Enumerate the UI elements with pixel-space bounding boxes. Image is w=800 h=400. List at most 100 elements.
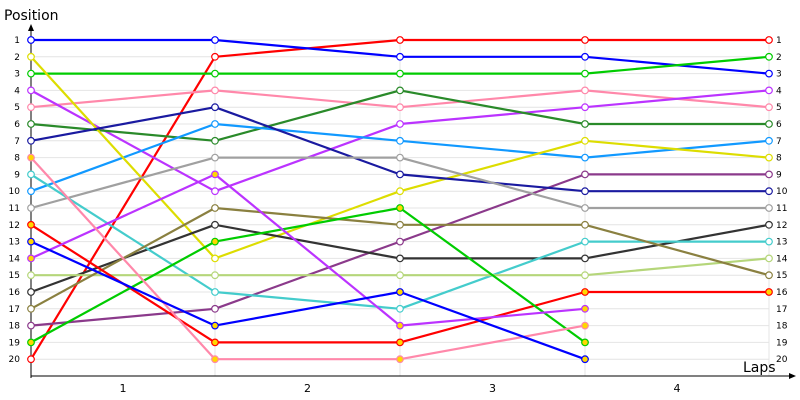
series-point-14 xyxy=(396,271,404,280)
series-point-9 xyxy=(396,237,404,246)
y-tick-label-right: 7 xyxy=(776,137,782,147)
series-point-12 xyxy=(581,254,589,263)
series-line-19 xyxy=(30,156,586,361)
series-point-9 xyxy=(581,170,589,179)
series-point-5 xyxy=(211,187,219,196)
series-point-3 xyxy=(396,69,404,78)
series-point-4 xyxy=(765,103,773,112)
series-point-17 xyxy=(396,204,404,212)
series-point-1 xyxy=(581,36,589,44)
y-tick-label-left: 13 xyxy=(9,238,20,248)
series-point-10 xyxy=(765,187,773,196)
y-tick-label-left: 2 xyxy=(14,53,20,63)
series-point-10 xyxy=(211,103,219,112)
series-point-17 xyxy=(581,338,589,347)
series-point-8 xyxy=(396,187,404,196)
x-axis-arrow xyxy=(789,373,796,379)
y-tick-label-right: 17 xyxy=(776,305,787,315)
y-tick-label-left: 9 xyxy=(14,170,20,180)
y-tick-label-right: 13 xyxy=(776,238,787,248)
series-point-15 xyxy=(27,304,35,313)
series-point-1 xyxy=(27,355,35,364)
series-point-4 xyxy=(27,103,35,112)
y-tick-label-left: 19 xyxy=(9,338,21,348)
y-tick-label-left: 18 xyxy=(9,322,21,332)
series-point-9 xyxy=(765,170,773,179)
y-tick-label-right: 3 xyxy=(776,70,782,80)
series-point-18 xyxy=(581,304,589,313)
y-tick-label-left: 14 xyxy=(9,254,21,264)
y-tick-label-right: 8 xyxy=(776,154,782,164)
series-line-17 xyxy=(30,206,586,344)
series-point-7 xyxy=(27,187,35,196)
series-point-3 xyxy=(581,69,589,78)
y-tick-label-left: 8 xyxy=(14,154,20,164)
series-point-9 xyxy=(211,304,219,313)
y-tick-label-right: 18 xyxy=(776,322,788,332)
series-point-1 xyxy=(396,36,404,44)
series-point-17 xyxy=(27,338,35,347)
series-point-4 xyxy=(396,103,404,112)
y-tick-label-right: 14 xyxy=(776,254,788,264)
series-point-10 xyxy=(581,187,589,196)
y-tick-label-left: 3 xyxy=(14,70,20,80)
y-axis-arrow xyxy=(28,24,34,31)
series-point-13 xyxy=(27,170,35,179)
y-tick-label-right: 9 xyxy=(776,170,782,180)
series-point-15 xyxy=(581,220,589,229)
series-line-18 xyxy=(30,173,586,327)
series-point-16 xyxy=(765,288,773,296)
series-point-12 xyxy=(396,254,404,263)
series-point-8 xyxy=(211,254,219,263)
series-point-13 xyxy=(396,304,404,313)
y-tick-label-left: 12 xyxy=(9,221,20,231)
y-tick-label-right: 10 xyxy=(776,187,788,197)
series-point-1 xyxy=(765,36,773,44)
y-tick-label-right: 19 xyxy=(776,338,788,348)
series-point-9 xyxy=(27,321,35,330)
axes: Position Laps xyxy=(4,8,796,379)
series-point-18 xyxy=(27,254,35,263)
series-point-5 xyxy=(765,86,773,95)
y-tick-label-right: 4 xyxy=(776,86,782,96)
y-tick-label-left: 17 xyxy=(9,305,20,315)
series-line-20 xyxy=(30,240,586,361)
series-point-14 xyxy=(211,271,219,280)
series-point-10 xyxy=(27,136,35,145)
series-point-13 xyxy=(211,288,219,296)
series-point-6 xyxy=(581,120,589,128)
series-point-17 xyxy=(211,237,219,246)
series-point-7 xyxy=(396,136,404,145)
series-point-2 xyxy=(27,36,35,44)
series-point-11 xyxy=(581,204,589,212)
y-tick-label-right: 15 xyxy=(776,271,787,281)
series-point-20 xyxy=(27,237,35,246)
series-point-5 xyxy=(396,120,404,128)
series-point-11 xyxy=(396,153,404,162)
series-point-15 xyxy=(396,220,404,229)
series-point-3 xyxy=(211,69,219,78)
series-point-7 xyxy=(211,120,219,128)
series-point-12 xyxy=(27,288,35,296)
series-point-6 xyxy=(211,136,219,145)
series-point-11 xyxy=(211,153,219,162)
series-point-16 xyxy=(581,288,589,296)
y-tick-label-left: 15 xyxy=(9,271,20,281)
y-tick-label-right: 16 xyxy=(776,288,788,298)
y-tick-label-left: 16 xyxy=(9,288,21,298)
y-tick-label-right: 11 xyxy=(776,204,787,214)
y-axis-title: Position xyxy=(4,8,59,24)
x-tick-label: 1 xyxy=(120,382,127,395)
y-tick-label-right: 6 xyxy=(776,120,782,130)
series-point-4 xyxy=(581,86,589,95)
series-point-2 xyxy=(396,52,404,61)
series-point-4 xyxy=(211,86,219,95)
series-point-8 xyxy=(27,52,35,61)
series-point-12 xyxy=(211,220,219,229)
series-point-16 xyxy=(27,220,35,229)
y-tick-label-left: 11 xyxy=(9,204,20,214)
series-point-3 xyxy=(765,52,773,61)
series-point-6 xyxy=(765,120,773,128)
y-tick-label-right: 5 xyxy=(776,103,782,113)
